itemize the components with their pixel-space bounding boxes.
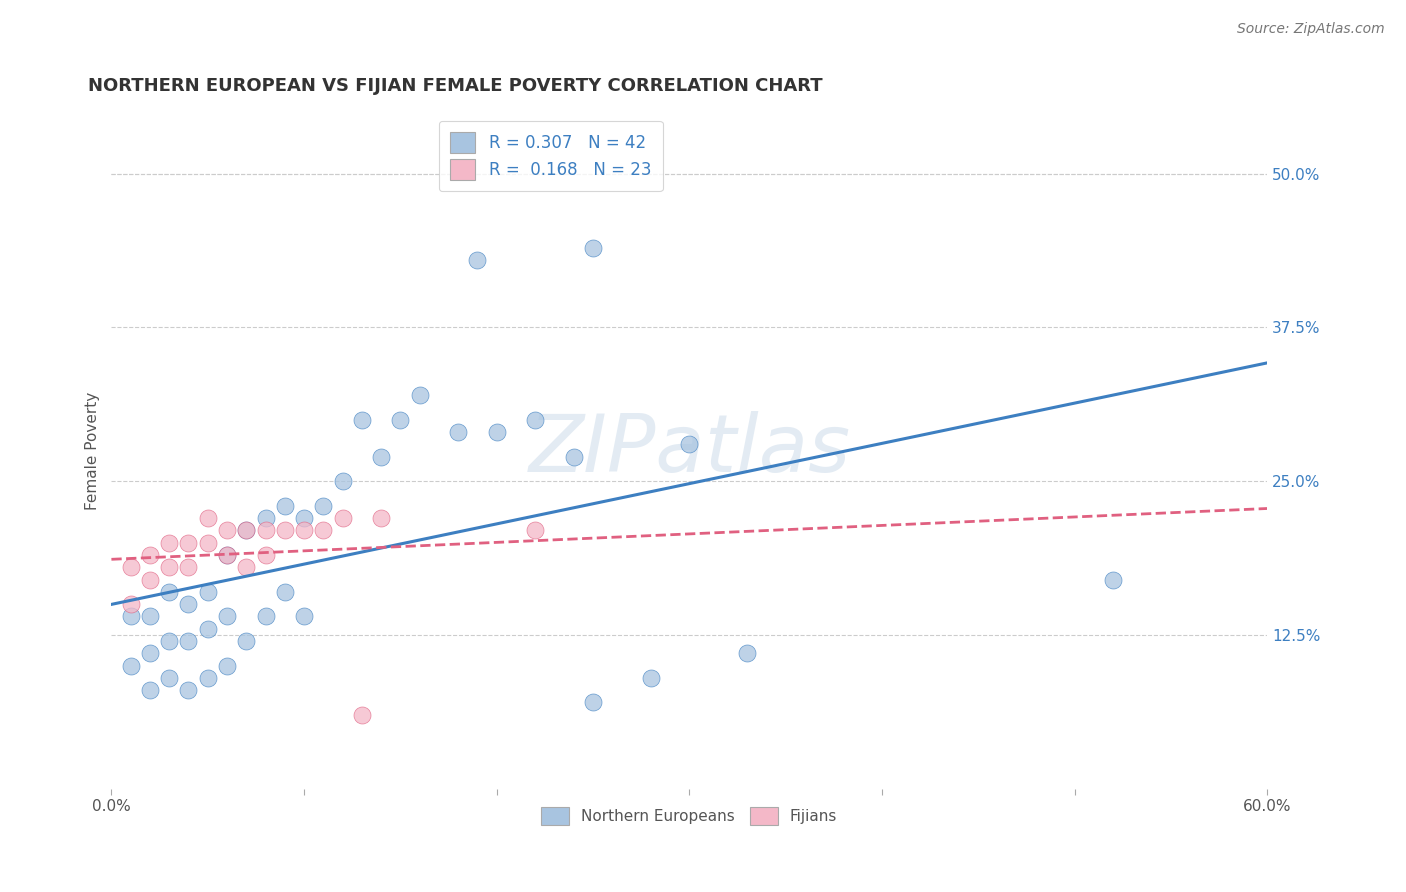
Point bbox=[215, 658, 238, 673]
Point bbox=[139, 609, 162, 624]
Point bbox=[640, 671, 662, 685]
Point bbox=[292, 511, 315, 525]
Point bbox=[447, 425, 470, 439]
Point bbox=[274, 524, 297, 538]
Point bbox=[562, 450, 585, 464]
Point bbox=[197, 535, 219, 549]
Point bbox=[215, 524, 238, 538]
Point bbox=[332, 474, 354, 488]
Point bbox=[292, 524, 315, 538]
Point bbox=[197, 584, 219, 599]
Text: ZIPatlas: ZIPatlas bbox=[529, 411, 851, 490]
Point bbox=[254, 609, 277, 624]
Point bbox=[582, 696, 605, 710]
Point bbox=[292, 609, 315, 624]
Point bbox=[139, 683, 162, 698]
Point bbox=[389, 412, 412, 426]
Point bbox=[235, 524, 257, 538]
Point bbox=[312, 524, 335, 538]
Point bbox=[157, 584, 180, 599]
Point bbox=[120, 597, 142, 611]
Point bbox=[408, 388, 430, 402]
Point bbox=[157, 560, 180, 574]
Point bbox=[678, 437, 700, 451]
Point bbox=[197, 622, 219, 636]
Text: NORTHERN EUROPEAN VS FIJIAN FEMALE POVERTY CORRELATION CHART: NORTHERN EUROPEAN VS FIJIAN FEMALE POVER… bbox=[89, 78, 823, 95]
Point bbox=[254, 524, 277, 538]
Point bbox=[254, 548, 277, 562]
Point bbox=[177, 560, 200, 574]
Point bbox=[735, 646, 758, 660]
Point bbox=[582, 240, 605, 254]
Point bbox=[120, 658, 142, 673]
Point bbox=[370, 450, 392, 464]
Point bbox=[215, 548, 238, 562]
Point bbox=[120, 560, 142, 574]
Point bbox=[177, 535, 200, 549]
Point bbox=[350, 707, 373, 722]
Point bbox=[524, 412, 547, 426]
Point bbox=[139, 646, 162, 660]
Point bbox=[274, 584, 297, 599]
Point bbox=[177, 634, 200, 648]
Point bbox=[274, 499, 297, 513]
Point bbox=[1102, 573, 1125, 587]
Point bbox=[312, 499, 335, 513]
Point bbox=[235, 524, 257, 538]
Point bbox=[235, 634, 257, 648]
Point bbox=[350, 412, 373, 426]
Point bbox=[157, 634, 180, 648]
Point bbox=[215, 548, 238, 562]
Y-axis label: Female Poverty: Female Poverty bbox=[86, 392, 100, 509]
Point bbox=[215, 609, 238, 624]
Point bbox=[524, 524, 547, 538]
Point bbox=[197, 511, 219, 525]
Point bbox=[235, 560, 257, 574]
Point bbox=[485, 425, 508, 439]
Point bbox=[467, 252, 489, 267]
Text: Source: ZipAtlas.com: Source: ZipAtlas.com bbox=[1237, 22, 1385, 37]
Point bbox=[254, 511, 277, 525]
Point bbox=[157, 671, 180, 685]
Point bbox=[177, 683, 200, 698]
Point bbox=[157, 535, 180, 549]
Point bbox=[177, 597, 200, 611]
Point bbox=[332, 511, 354, 525]
Point bbox=[139, 548, 162, 562]
Point bbox=[197, 671, 219, 685]
Point bbox=[139, 573, 162, 587]
Point bbox=[120, 609, 142, 624]
Legend: Northern Europeans, Fijians: Northern Europeans, Fijians bbox=[536, 801, 844, 831]
Point bbox=[370, 511, 392, 525]
